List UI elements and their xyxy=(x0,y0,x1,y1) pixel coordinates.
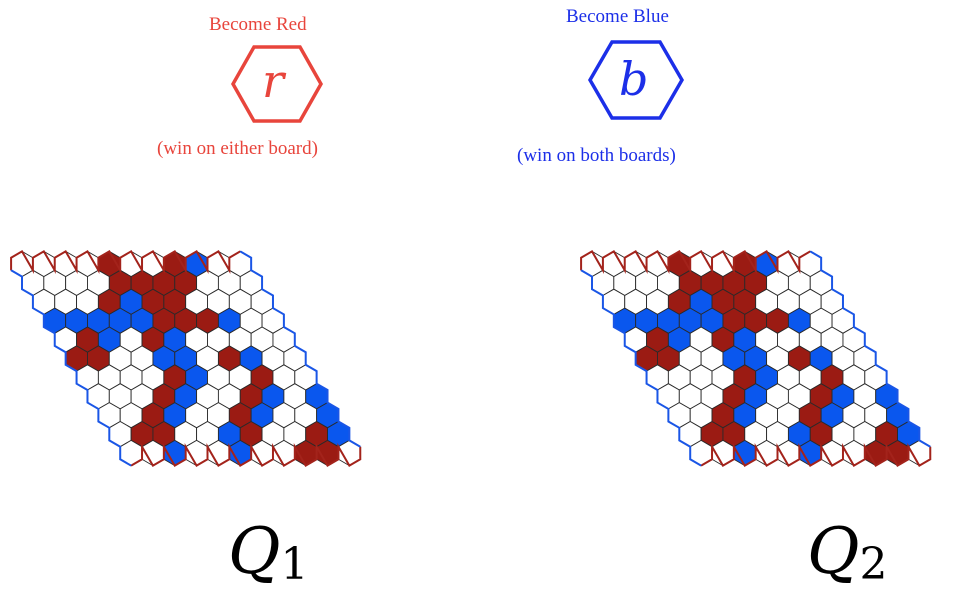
red-edge-top xyxy=(580,250,811,275)
board-label-q2: Q2 xyxy=(807,520,887,587)
blue-edge-right xyxy=(809,250,931,448)
red-condition-note: (win on either board) xyxy=(157,138,318,159)
blue-hexagon-icon[interactable] xyxy=(588,40,684,120)
hex-board-q2 xyxy=(580,250,932,467)
blue-edge-left xyxy=(580,269,702,467)
become-blue-title: Become Blue xyxy=(566,6,669,27)
red-symbol: r xyxy=(262,54,284,108)
blue-condition-note: (win on both boards) xyxy=(517,145,676,166)
red-edge-bottom xyxy=(700,442,932,467)
blue-edge-right xyxy=(239,250,361,448)
board-label-q1: Q1 xyxy=(228,520,308,587)
blue-symbol: b xyxy=(619,52,649,106)
board-label-subscript: 2 xyxy=(859,539,888,590)
board-label-letter: Q xyxy=(807,515,860,589)
become-red-title: Become Red xyxy=(209,14,307,35)
red-edge-bottom xyxy=(130,442,362,467)
board-label-subscript: 1 xyxy=(280,539,309,590)
blue-edge-left xyxy=(10,269,132,467)
board-label-letter: Q xyxy=(228,515,281,589)
hex-board-q1 xyxy=(10,250,362,467)
red-edge-top xyxy=(10,250,241,275)
red-hexagon-icon[interactable] xyxy=(231,45,323,123)
